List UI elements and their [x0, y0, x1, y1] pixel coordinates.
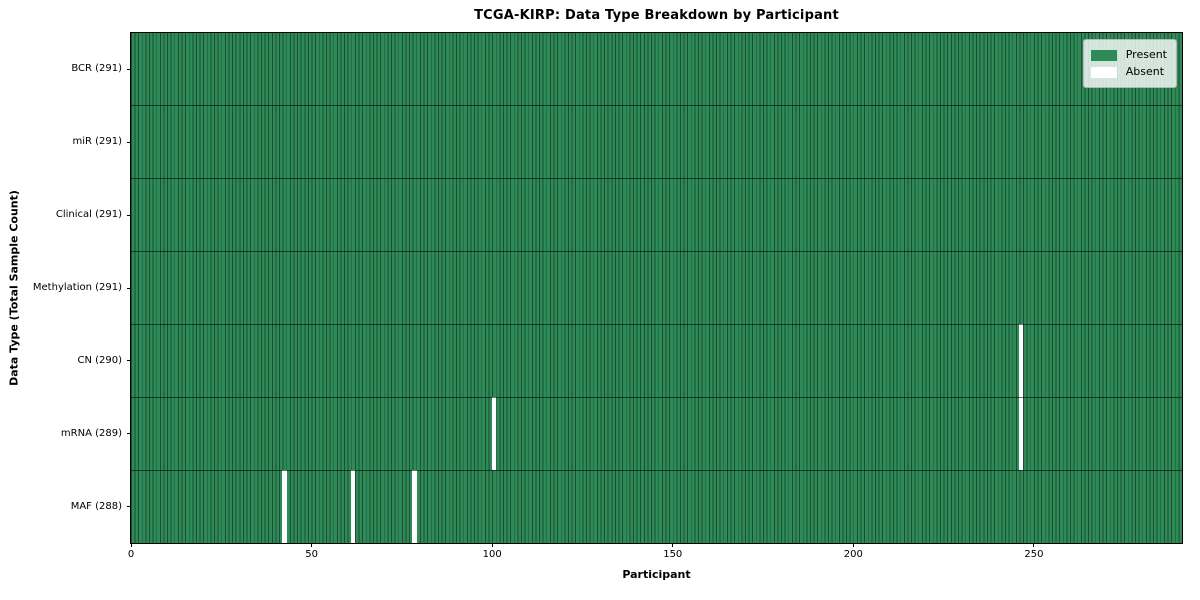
xtick-mark — [672, 543, 674, 547]
xtick-label-50: 50 — [305, 549, 318, 560]
x-axis-label: Participant — [622, 568, 691, 581]
xtick-label-250: 250 — [1024, 549, 1044, 560]
legend-entry-present: Present — [1090, 48, 1167, 62]
ytick-label-CN: CN (290) — [77, 354, 122, 366]
ytick-label-MAF: MAF (288) — [70, 500, 122, 512]
absent-cell-CN-246 — [1019, 324, 1024, 398]
ytick-label-miR: miR (291) — [72, 136, 122, 148]
xtick-mark — [311, 543, 313, 547]
chart-title: TCGA-KIRP: Data Type Breakdown by Partic… — [474, 8, 839, 23]
ytick-mark — [127, 506, 131, 508]
plot-area: Present Absent — [130, 32, 1183, 544]
absent-cell-mRNA-246 — [1019, 397, 1024, 471]
xtick-label-200: 200 — [843, 549, 863, 560]
legend-entry-absent: Absent — [1090, 65, 1167, 79]
legend-label: Present — [1125, 48, 1167, 61]
ytick-mark — [127, 214, 131, 216]
row-separator — [131, 251, 1182, 253]
absent-cell-mRNA-100 — [491, 397, 497, 471]
row-separator — [131, 178, 1182, 180]
xtick-mark — [491, 543, 493, 547]
xtick-label-0: 0 — [127, 549, 135, 560]
absent-cell-MAF-42 — [282, 470, 287, 543]
ytick-mark — [127, 141, 131, 143]
ytick-mark — [127, 287, 131, 289]
ytick-label-mRNA: mRNA (289) — [60, 427, 122, 439]
ytick-label-Methylation: Methylation (291) — [32, 282, 122, 293]
ytick-mark — [127, 360, 131, 362]
xtick-mark — [1033, 543, 1035, 547]
xtick-mark — [130, 543, 132, 547]
row-separator — [131, 105, 1182, 107]
xtick-label-150: 150 — [663, 549, 683, 560]
row-separator — [131, 469, 1182, 471]
ytick-label-Clinical: Clinical (291) — [55, 209, 122, 221]
legend-swatch-present — [1090, 49, 1117, 61]
absent-cell-MAF-78 — [412, 470, 417, 543]
legend: Present Absent — [1082, 39, 1177, 88]
xtick-mark — [852, 543, 854, 547]
presence-matrix — [131, 33, 1182, 543]
ytick-label-BCR: BCR (291) — [71, 63, 122, 75]
legend-swatch-absent — [1090, 66, 1117, 78]
ytick-mark — [127, 433, 131, 435]
row-separator — [131, 323, 1182, 325]
absent-cell-MAF-61 — [350, 470, 356, 543]
xtick-label-100: 100 — [482, 549, 502, 560]
row-separator — [131, 396, 1182, 398]
ytick-mark — [127, 68, 131, 70]
legend-label: Absent — [1125, 65, 1165, 78]
